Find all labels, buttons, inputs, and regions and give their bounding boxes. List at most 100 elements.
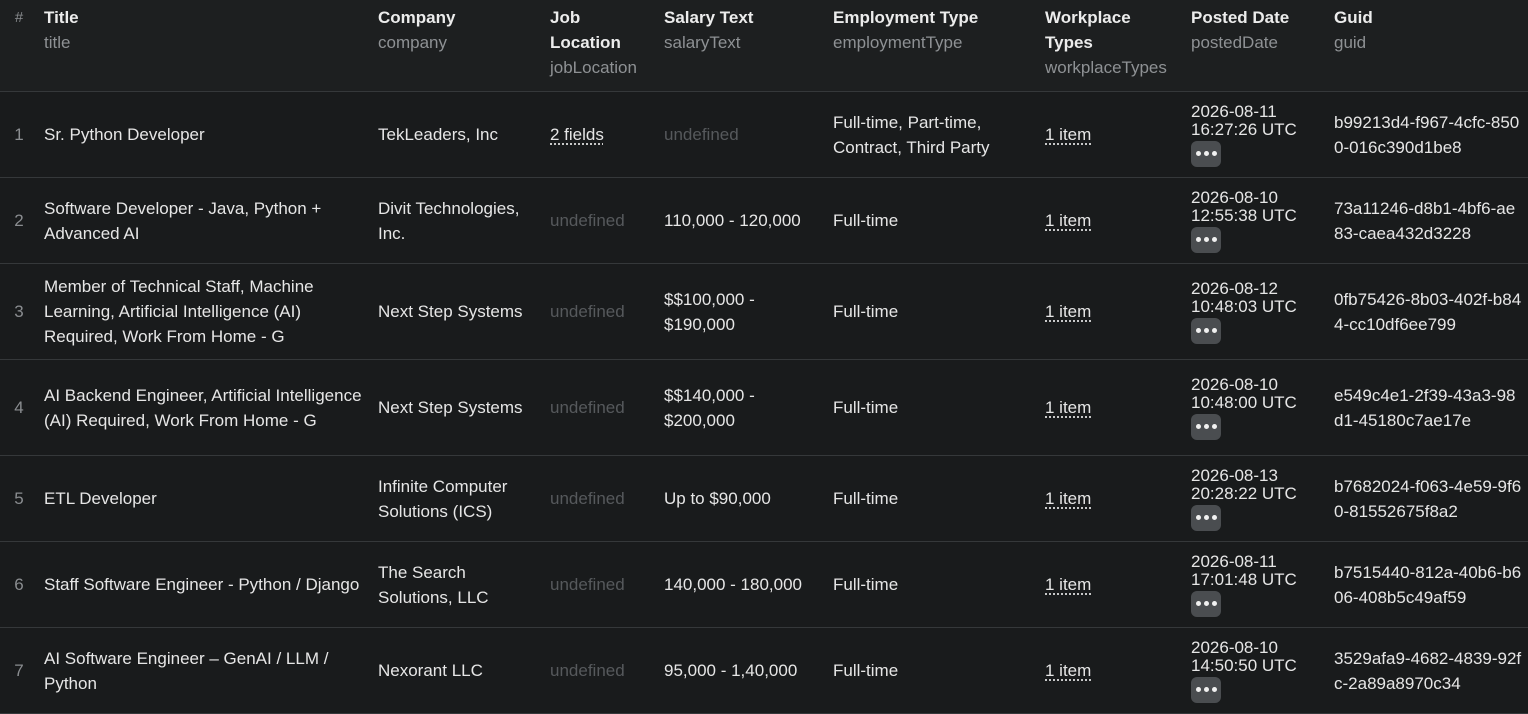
more-horizontal-icon[interactable] (1191, 226, 1221, 253)
cell-company: Next Step Systems (378, 302, 523, 321)
dot (1203, 515, 1209, 520)
cell-job-location: undefined (544, 542, 658, 627)
header-workplace-types[interactable]: Workplace Types workplaceTypes (1045, 8, 1167, 77)
cell-job-location: undefined (544, 628, 658, 713)
more-horizontal-icon[interactable] (1191, 317, 1221, 344)
cell-salary-text: $$140,000 - $200,000 (658, 360, 827, 455)
row-number: 3 (14, 302, 24, 321)
cell-employment-type: Full-time, Part-time, Contract, Third Pa… (833, 112, 990, 157)
row-number: 4 (14, 398, 24, 417)
table-body: 1 Sr. Python Developer TekLeaders, Inc 2 fi… (0, 92, 1528, 714)
expand-items-link[interactable]: 1 item (1045, 489, 1092, 508)
dot (1203, 687, 1209, 692)
cell-workplace-types[interactable]: 1 item (1039, 92, 1185, 177)
salary-value: Up to $90,000 (664, 489, 771, 508)
cell-job-location: undefined (544, 456, 658, 541)
cell-employment-type: Full-time (833, 661, 899, 680)
cell-job-location: undefined (544, 264, 658, 359)
cell-company: Next Step Systems (378, 398, 523, 417)
expand-items-link[interactable]: 1 item (1045, 661, 1092, 680)
table-row[interactable]: 1 Sr. Python Developer TekLeaders, Inc 2 fi… (0, 92, 1528, 178)
more-horizontal-icon[interactable] (1191, 590, 1221, 617)
cell-posted-date: 2026-08-11 17:01:48 UTC (1185, 542, 1328, 627)
dot (1211, 237, 1217, 242)
header-posted-date[interactable]: Posted Date postedDate (1191, 8, 1290, 52)
cell-guid: 73a11246-d8b1-4bf6-ae83-caea432d3228 (1334, 198, 1516, 243)
row-number: 6 (14, 575, 24, 594)
dot (1195, 515, 1201, 520)
table-row[interactable]: 2 Software Developer - Java, Python + Adv… (0, 178, 1528, 264)
expand-fields-link[interactable]: 2 fields (550, 125, 604, 144)
cell-posted-date: 2026-08-12 10:48:03 UTC (1185, 264, 1328, 359)
more-horizontal-icon[interactable] (1191, 504, 1221, 531)
cell-guid: 3529afa9-4682-4839-92fc-2a89a8970c34 (1334, 648, 1522, 693)
row-number: 1 (14, 125, 24, 144)
cell-title: AI Software Engineer – GenAI / LLM / Pyt… (44, 648, 329, 693)
cell-posted-date: 2026-08-10 12:55:38 UTC (1185, 178, 1328, 263)
undefined-value: undefined (664, 125, 739, 144)
cell-title: Sr. Python Developer (44, 125, 205, 144)
cell-guid: b7682024-f063-4e59-9f60-81552675f8a2 (1334, 476, 1522, 521)
cell-workplace-types[interactable]: 1 item (1039, 264, 1185, 359)
more-horizontal-icon[interactable] (1191, 676, 1221, 703)
expand-items-link[interactable]: 1 item (1045, 211, 1092, 230)
header-employment-type[interactable]: Employment Type employmentType (833, 8, 979, 52)
undefined-value: undefined (550, 211, 625, 230)
cell-guid: e549c4e1-2f39-43a3-98d1-45180c7ae17e (1334, 385, 1516, 430)
header-guid[interactable]: Guid guid (1334, 8, 1373, 52)
header-job-location[interactable]: Job Location jobLocation (550, 8, 637, 77)
cell-guid: b7515440-812a-40b6-b606-408b5c49af59 (1334, 562, 1522, 607)
row-number: 7 (14, 661, 24, 680)
cell-posted-date: 2026-08-10 14:50:50 UTC (1185, 628, 1328, 713)
header-company[interactable]: Company company (378, 8, 456, 52)
cell-company: Divit Technologies, Inc. (378, 198, 520, 243)
cell-workplace-types[interactable]: 1 item (1039, 628, 1185, 713)
more-horizontal-icon[interactable] (1191, 413, 1221, 440)
dot (1195, 151, 1201, 156)
cell-workplace-types[interactable]: 1 item (1039, 178, 1185, 263)
cell-salary-text: 110,000 - 120,000 (658, 178, 827, 263)
more-horizontal-icon[interactable] (1191, 140, 1221, 167)
header-salary-text[interactable]: Salary Text salaryText (664, 8, 754, 52)
dot (1195, 424, 1201, 429)
cell-title: AI Backend Engineer, Artificial Intellig… (44, 385, 362, 430)
cell-posted-date: 2026-08-11 16:27:26 UTC (1185, 92, 1328, 177)
cell-salary-text: $$100,000 - $190,000 (658, 264, 827, 359)
header-row-number: # (14, 9, 24, 26)
table-row[interactable]: 7 AI Software Engineer – GenAI / LLM / Py… (0, 628, 1528, 714)
cell-employment-type: Full-time (833, 211, 899, 230)
cell-job-location: undefined (544, 360, 658, 455)
cell-workplace-types[interactable]: 1 item (1039, 360, 1185, 455)
cell-workplace-types[interactable]: 1 item (1039, 542, 1185, 627)
row-number: 2 (14, 211, 24, 230)
expand-items-link[interactable]: 1 item (1045, 302, 1092, 321)
dot (1211, 515, 1217, 520)
expand-items-link[interactable]: 1 item (1045, 398, 1092, 417)
cell-job-location: undefined (544, 178, 658, 263)
cell-title: Staff Software Engineer - Python / Djang… (44, 575, 360, 594)
expand-items-link[interactable]: 1 item (1045, 125, 1092, 144)
table-row[interactable]: 5 ETL Developer Infinite Computer Solution… (0, 456, 1528, 542)
dot (1211, 151, 1217, 156)
table-row[interactable]: 6 Staff Software Engineer - Python / Djan… (0, 542, 1528, 628)
cell-workplace-types[interactable]: 1 item (1039, 456, 1185, 541)
dot (1211, 687, 1217, 692)
undefined-value: undefined (550, 661, 625, 680)
expand-items-link[interactable]: 1 item (1045, 575, 1092, 594)
cell-guid: b99213d4-f967-4cfc-8500-016c390d1be8 (1334, 112, 1520, 157)
dot (1211, 328, 1217, 333)
header-title[interactable]: Title title (44, 8, 79, 52)
dot (1203, 237, 1209, 242)
table-header: # Title title Company company Job Location… (0, 0, 1528, 92)
row-number: 5 (14, 489, 24, 508)
cell-company: Infinite Computer Solutions (ICS) (378, 476, 508, 521)
salary-value: 95,000 - 1,40,000 (664, 661, 798, 680)
dot (1203, 328, 1209, 333)
cell-job-location[interactable]: 2 fields (544, 92, 658, 177)
dot (1195, 601, 1201, 606)
table-row[interactable]: 3 Member of Technical Staff, Machine Lear… (0, 264, 1528, 360)
cell-employment-type: Full-time (833, 575, 899, 594)
table-row[interactable]: 4 AI Backend Engineer, Artificial Intelli… (0, 360, 1528, 456)
cell-salary-text: undefined (658, 92, 827, 177)
cell-company: The Search Solutions, LLC (378, 562, 489, 607)
